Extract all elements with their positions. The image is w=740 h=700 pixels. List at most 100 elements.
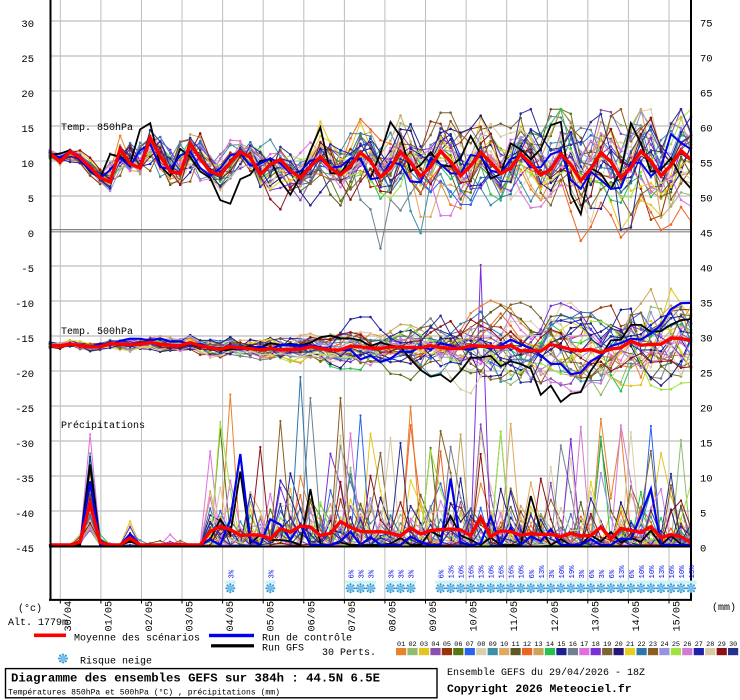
svg-text:25: 25 xyxy=(21,54,34,66)
svg-text:15: 15 xyxy=(21,124,34,136)
svg-text:12: 12 xyxy=(523,641,531,649)
svg-text:06/05: 06/05 xyxy=(306,601,318,632)
svg-text:-45: -45 xyxy=(15,544,34,556)
svg-text:17: 17 xyxy=(580,641,588,649)
svg-text:5: 5 xyxy=(700,509,706,521)
svg-text:Run de contrôle: Run de contrôle xyxy=(262,633,352,645)
svg-text:07/05: 07/05 xyxy=(347,601,359,632)
svg-text:21: 21 xyxy=(626,641,634,649)
svg-text:13%: 13% xyxy=(689,565,697,579)
svg-text:10: 10 xyxy=(500,641,508,649)
svg-text:13: 13 xyxy=(534,641,542,649)
svg-text:16%: 16% xyxy=(469,565,477,579)
svg-text:3%: 3% xyxy=(409,569,417,578)
svg-text:70: 70 xyxy=(700,54,713,66)
svg-text:13%: 13% xyxy=(539,565,547,579)
svg-text:15/05: 15/05 xyxy=(672,601,684,632)
svg-text:13%: 13% xyxy=(619,565,627,579)
svg-text:3%: 3% xyxy=(579,569,587,578)
svg-text:0: 0 xyxy=(28,229,34,241)
svg-text:-10: -10 xyxy=(15,299,34,311)
svg-text:07: 07 xyxy=(466,641,474,649)
svg-text:08/05: 08/05 xyxy=(387,601,399,632)
svg-text:6%: 6% xyxy=(349,569,357,578)
svg-text:13%: 13% xyxy=(449,565,457,579)
svg-text:11: 11 xyxy=(512,641,520,649)
svg-text:3%: 3% xyxy=(389,569,397,578)
svg-text:08: 08 xyxy=(477,641,485,649)
svg-text:01/05: 01/05 xyxy=(103,601,115,632)
svg-text:16%: 16% xyxy=(509,565,517,579)
svg-text:10%: 10% xyxy=(519,565,527,579)
svg-text:(mm): (mm) xyxy=(712,602,736,614)
svg-text:40: 40 xyxy=(700,264,713,276)
svg-text:3%: 3% xyxy=(549,569,557,578)
svg-text:05/05: 05/05 xyxy=(266,601,278,632)
svg-text:28: 28 xyxy=(706,641,714,649)
svg-text:-15: -15 xyxy=(15,334,34,346)
svg-text:16: 16 xyxy=(569,641,577,649)
svg-text:-20: -20 xyxy=(15,369,34,381)
svg-text:3%: 3% xyxy=(228,569,236,578)
svg-text:09: 09 xyxy=(489,641,497,649)
svg-text:04: 04 xyxy=(431,641,439,649)
svg-text:02/05: 02/05 xyxy=(144,601,156,632)
svg-text:-35: -35 xyxy=(15,474,34,486)
svg-text:02: 02 xyxy=(408,641,416,649)
svg-text:20: 20 xyxy=(700,404,713,416)
svg-text:10%: 10% xyxy=(459,565,467,579)
svg-text:12/05: 12/05 xyxy=(550,601,562,632)
svg-text:-30: -30 xyxy=(15,439,34,451)
svg-text:10/05: 10/05 xyxy=(469,601,481,632)
svg-text:30: 30 xyxy=(700,334,713,346)
svg-text:6%: 6% xyxy=(529,569,537,578)
svg-text:35: 35 xyxy=(700,299,713,311)
svg-text:Copyright 2026 Meteociel.fr: Copyright 2026 Meteociel.fr xyxy=(447,684,632,696)
svg-text:14/05: 14/05 xyxy=(631,601,643,632)
svg-text:Précipitations: Précipitations xyxy=(61,420,145,432)
svg-text:25: 25 xyxy=(700,369,713,381)
svg-text:10%: 10% xyxy=(669,565,677,579)
svg-text:3%: 3% xyxy=(268,569,276,578)
svg-text:-25: -25 xyxy=(15,404,34,416)
svg-text:-40: -40 xyxy=(15,509,34,521)
svg-text:22: 22 xyxy=(637,641,645,649)
svg-text:29: 29 xyxy=(718,641,726,649)
svg-text:10: 10 xyxy=(21,159,34,171)
svg-text:10%: 10% xyxy=(489,565,497,579)
svg-text:45: 45 xyxy=(700,229,713,241)
svg-text:13/05: 13/05 xyxy=(590,601,602,632)
svg-text:30: 30 xyxy=(729,641,737,649)
svg-text:65: 65 xyxy=(700,89,713,101)
svg-text:Run GFS: Run GFS xyxy=(262,644,304,655)
svg-text:Risque neige: Risque neige xyxy=(80,656,152,668)
svg-text:14: 14 xyxy=(546,641,554,649)
svg-text:Moyenne des scénarios: Moyenne des scénarios xyxy=(74,633,200,645)
svg-text:03: 03 xyxy=(420,641,428,649)
svg-text:0: 0 xyxy=(700,544,706,556)
svg-text:6%: 6% xyxy=(629,569,637,578)
svg-text:30: 30 xyxy=(21,19,34,31)
svg-text:19: 19 xyxy=(603,641,611,649)
svg-text:6%: 6% xyxy=(609,569,617,578)
svg-text:10%: 10% xyxy=(639,565,647,579)
svg-text:26: 26 xyxy=(683,641,691,649)
svg-text:10%: 10% xyxy=(559,565,567,579)
svg-text:-5: -5 xyxy=(21,264,34,276)
svg-text:Temp. 500hPa: Temp. 500hPa xyxy=(61,326,133,338)
svg-text:15: 15 xyxy=(557,641,565,649)
svg-text:5: 5 xyxy=(28,194,34,206)
svg-text:3%: 3% xyxy=(359,569,367,578)
svg-text:04/05: 04/05 xyxy=(225,601,237,632)
svg-text:06: 06 xyxy=(454,641,462,649)
svg-text:Alt. 1779m: Alt. 1779m xyxy=(8,617,68,629)
svg-text:6%: 6% xyxy=(589,569,597,578)
svg-text:3%: 3% xyxy=(399,569,407,578)
svg-text:10: 10 xyxy=(700,474,713,486)
svg-text:27: 27 xyxy=(695,641,703,649)
svg-text:Diagramme des ensembles GEFS s: Diagramme des ensembles GEFS sur 384h : … xyxy=(11,672,380,686)
svg-text:19%: 19% xyxy=(569,565,577,579)
svg-text:75: 75 xyxy=(700,19,713,31)
svg-text:6%: 6% xyxy=(439,569,447,578)
svg-text:Ensemble GEFS du 29/04/2026 -: Ensemble GEFS du 29/04/2026 - 18Z xyxy=(447,667,645,679)
